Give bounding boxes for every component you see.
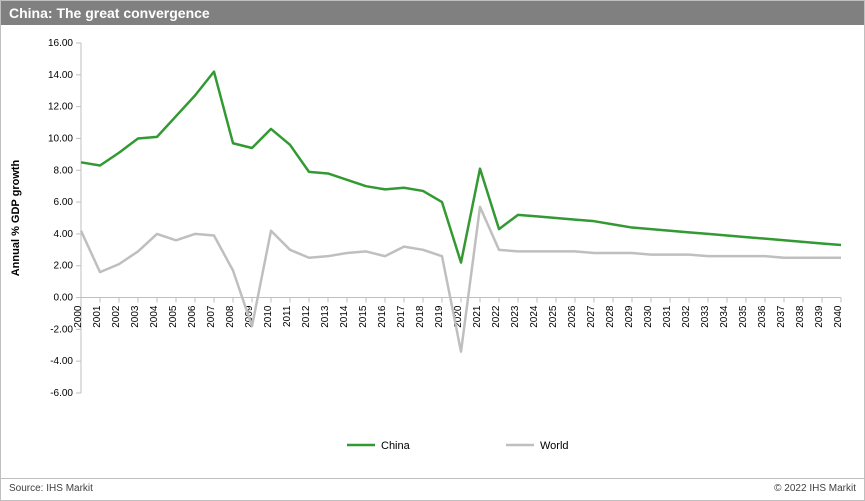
y-tick-label: 2.00 — [54, 261, 74, 272]
x-tick-label: 2025 — [548, 305, 559, 328]
x-tick-label: 2028 — [605, 305, 616, 328]
x-tick-label: 2006 — [187, 305, 198, 328]
x-tick-label: 2008 — [225, 305, 236, 328]
x-tick-label: 2024 — [529, 305, 540, 328]
x-tick-label: 2005 — [168, 305, 179, 328]
source-label: Source: IHS Markit — [9, 483, 93, 496]
x-tick-label: 2010 — [263, 305, 274, 328]
y-tick-label: 6.00 — [54, 197, 74, 208]
x-tick-label: 2007 — [206, 305, 217, 328]
series-line — [81, 207, 841, 352]
chart-title: China: The great convergence — [1, 1, 864, 25]
x-tick-label: 2002 — [111, 305, 122, 328]
x-tick-label: 2004 — [149, 305, 160, 328]
y-tick-label: -2.00 — [50, 324, 73, 335]
legend-label: World — [540, 440, 569, 452]
x-tick-label: 2000 — [73, 305, 84, 328]
y-tick-label: 8.00 — [54, 165, 74, 176]
x-tick-label: 2003 — [130, 305, 141, 328]
x-tick-label: 2030 — [643, 305, 654, 328]
x-tick-label: 2023 — [510, 305, 521, 328]
x-tick-label: 2038 — [795, 305, 806, 328]
legend-label: China — [381, 440, 411, 452]
y-tick-label: 4.00 — [54, 229, 74, 240]
x-tick-label: 2018 — [415, 305, 426, 328]
x-tick-label: 2021 — [472, 305, 483, 328]
x-tick-label: 2037 — [776, 305, 787, 328]
x-tick-label: 2027 — [586, 305, 597, 328]
footer: Source: IHS Markit © 2022 IHS Markit — [1, 478, 864, 500]
x-tick-label: 2001 — [92, 305, 103, 328]
x-tick-label: 2012 — [301, 305, 312, 328]
y-tick-label: -6.00 — [50, 388, 73, 399]
x-tick-label: 2031 — [662, 305, 673, 328]
x-tick-label: 2011 — [282, 305, 293, 327]
x-tick-label: 2039 — [814, 305, 825, 328]
x-tick-label: 2034 — [719, 305, 730, 328]
copyright-label: © 2022 IHS Markit — [774, 483, 856, 496]
y-tick-label: 14.00 — [48, 70, 73, 81]
x-tick-label: 2013 — [320, 305, 331, 328]
x-tick-label: 2033 — [700, 305, 711, 328]
chart-area: -6.00 -4.00 -2.00 0.00 2.00 4.00 6.00 8.00 10.00… — [1, 25, 864, 478]
x-tick-label: 2017 — [396, 305, 407, 328]
x-tick-label: 2019 — [434, 305, 445, 328]
x-tick-label: 2014 — [339, 305, 350, 328]
x-tick-label: 2036 — [757, 305, 768, 328]
y-tick-label: 0.00 — [54, 293, 74, 304]
x-tick-label: 2016 — [377, 305, 388, 328]
x-tick-label: 2026 — [567, 305, 578, 328]
x-tick-label: 2015 — [358, 305, 369, 328]
x-tick-label: 2035 — [738, 305, 749, 328]
x-tick-label: 2022 — [491, 305, 502, 328]
y-tick-label: 10.00 — [48, 133, 73, 144]
y-axis-label: Annual % GDP growth — [10, 159, 22, 276]
y-tick-label: 16.00 — [48, 38, 73, 49]
x-tick-label: 2029 — [624, 305, 635, 328]
x-tick-label: 2032 — [681, 305, 692, 328]
y-tick-label: 12.00 — [48, 102, 73, 113]
x-tick-label: 2040 — [833, 305, 844, 328]
line-chart: -6.00 -4.00 -2.00 0.00 2.00 4.00 6.00 8.00 10.00… — [1, 25, 864, 478]
y-tick-label: -4.00 — [50, 356, 73, 367]
chart-container: China: The great convergence -6.00-4.00-… — [0, 0, 865, 501]
